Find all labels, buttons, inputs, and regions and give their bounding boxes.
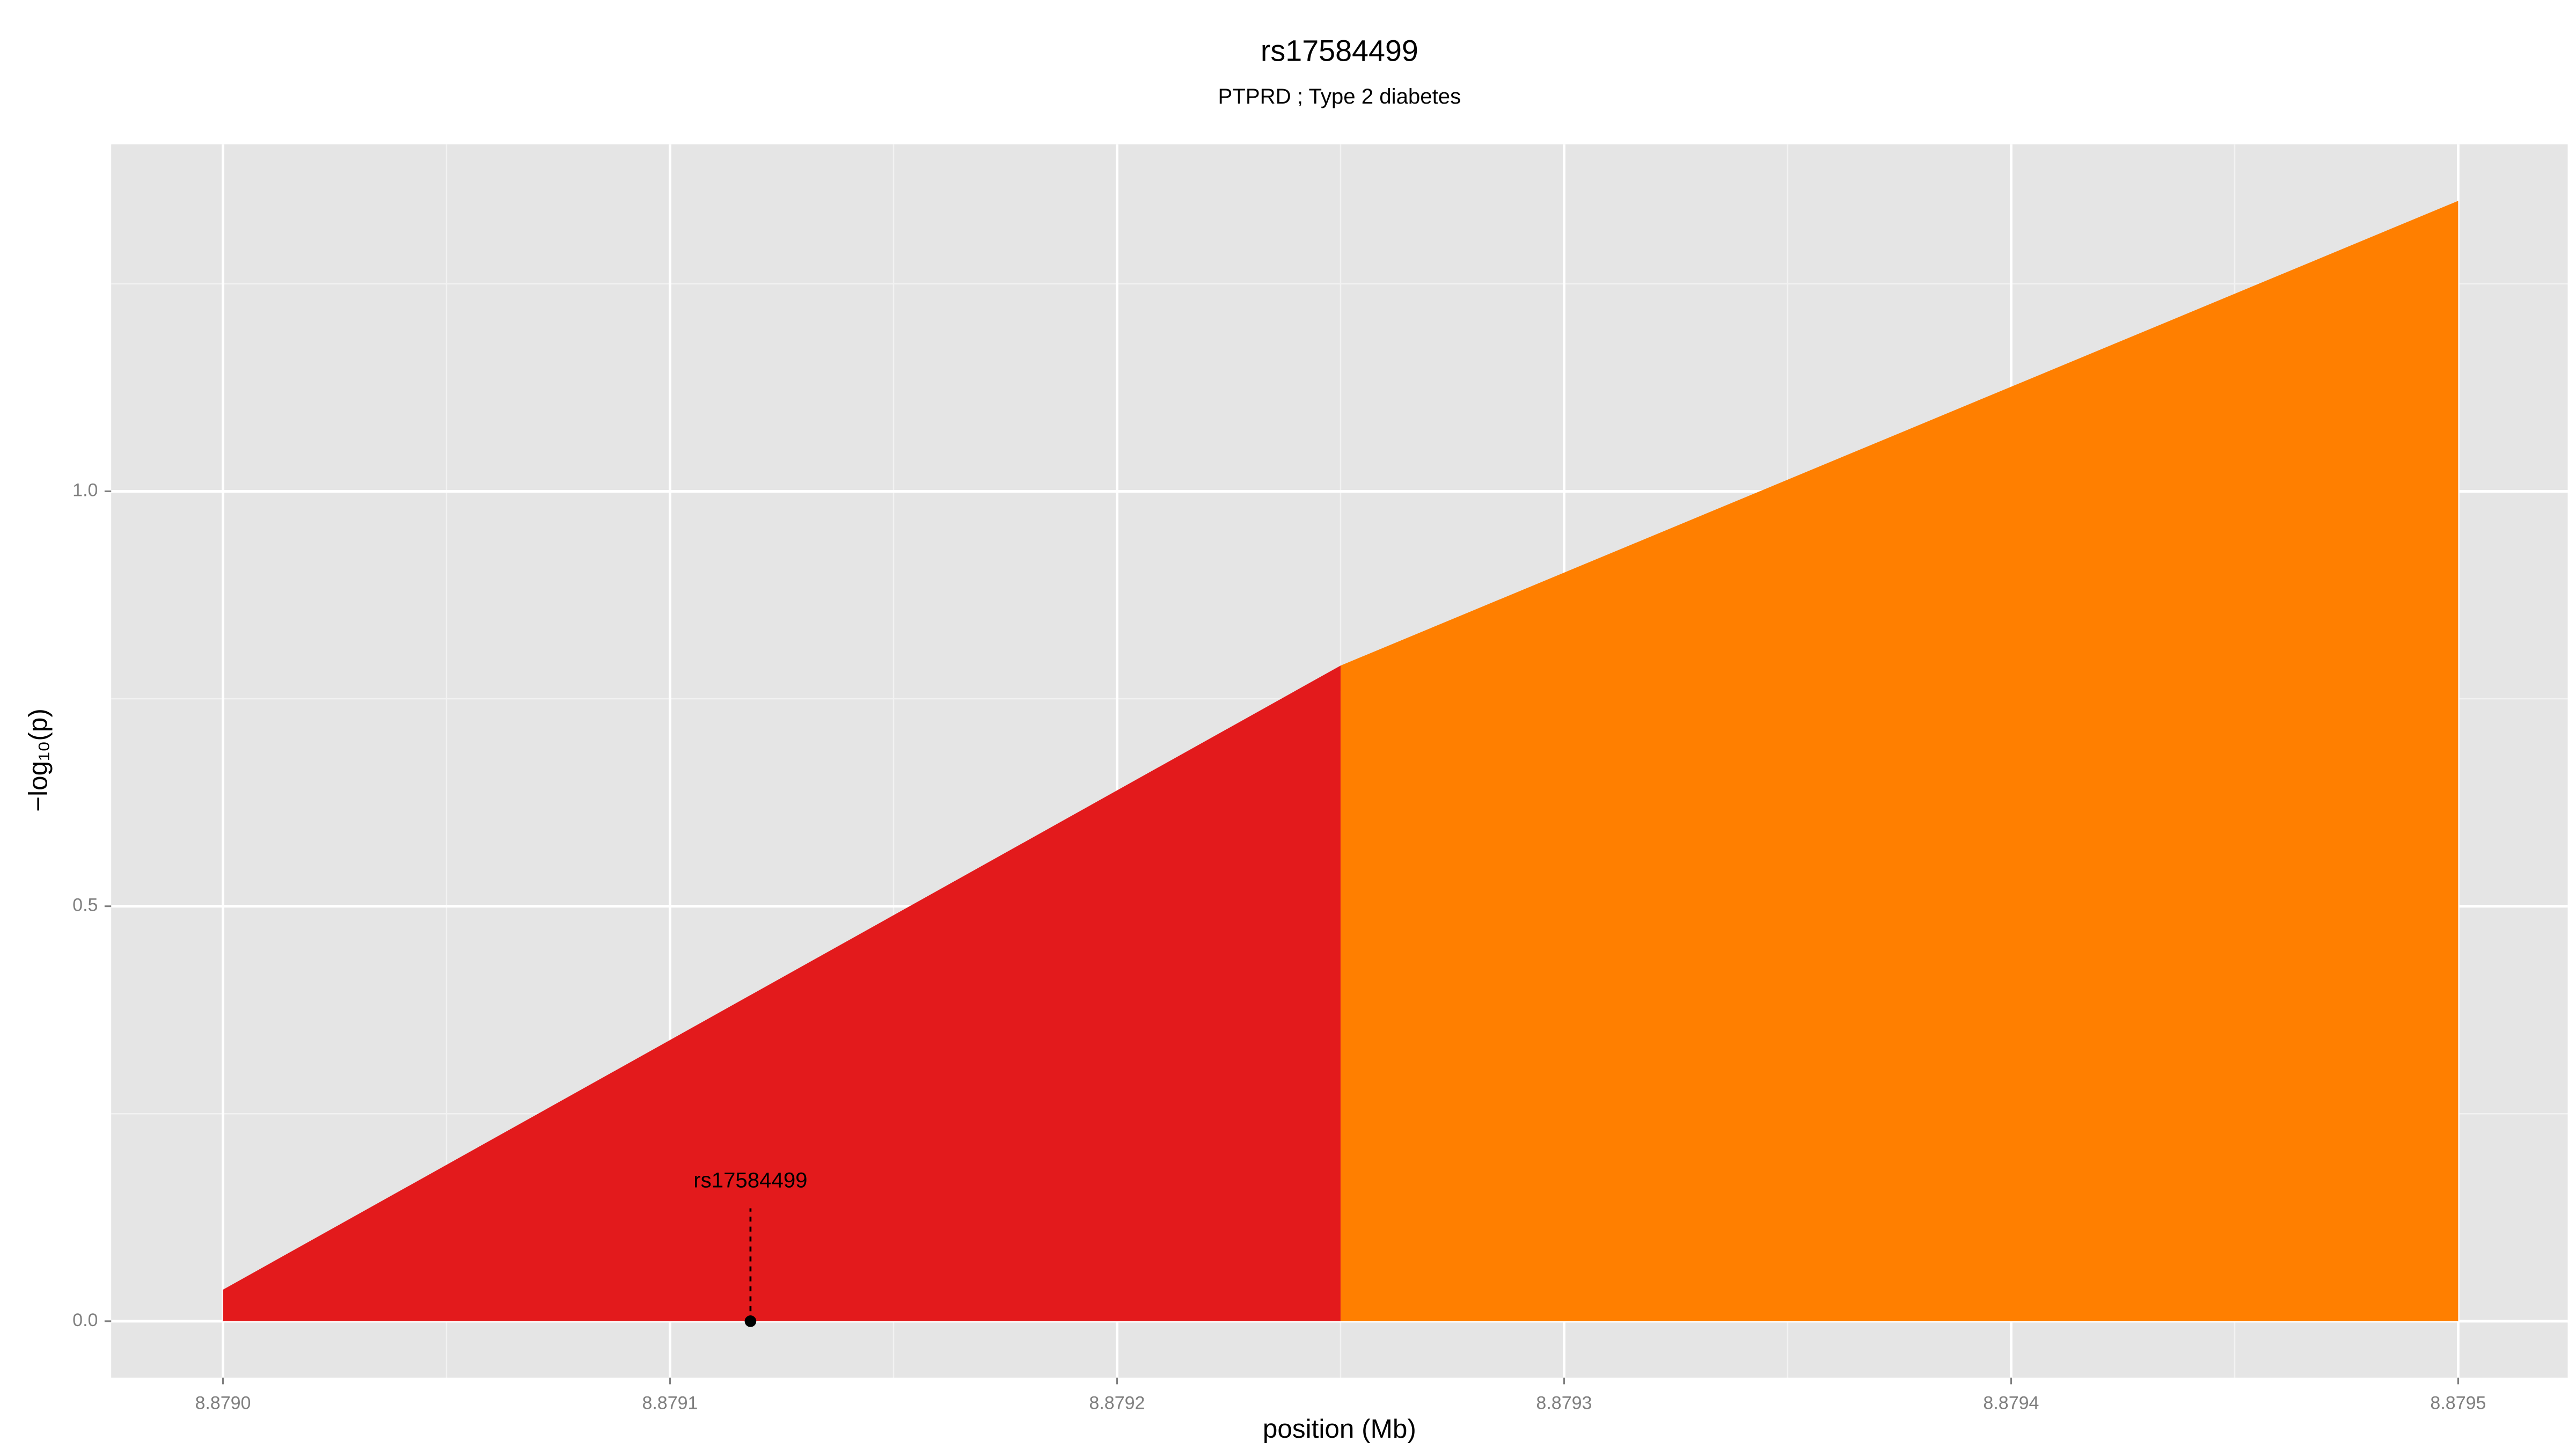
x-tick-label: 8.8795 [2430, 1393, 2486, 1413]
y-tick-label: 1.0 [72, 480, 98, 500]
y-tick-label: 0.5 [72, 895, 98, 916]
y-tick-label: 0.0 [72, 1310, 98, 1330]
x-tick-label: 8.8794 [1983, 1393, 2039, 1413]
x-tick-label: 8.8791 [642, 1393, 698, 1413]
x-tick-label: 8.8792 [1089, 1393, 1145, 1413]
chart-subtitle: PTPRD ; Type 2 diabetes [1218, 84, 1461, 108]
x-tick-label: 8.8793 [1536, 1393, 1592, 1413]
x-axis-label: position (Mb) [1263, 1414, 1416, 1444]
x-tick-label: 8.8790 [195, 1393, 251, 1413]
y-axis-label: −log₁₀(p) [23, 708, 53, 812]
annotation-point [744, 1315, 757, 1327]
annotation-label: rs17584499 [693, 1168, 807, 1192]
area [223, 665, 1341, 1321]
chart-title: rs17584499 [1261, 34, 1418, 68]
area [1340, 201, 2458, 1321]
